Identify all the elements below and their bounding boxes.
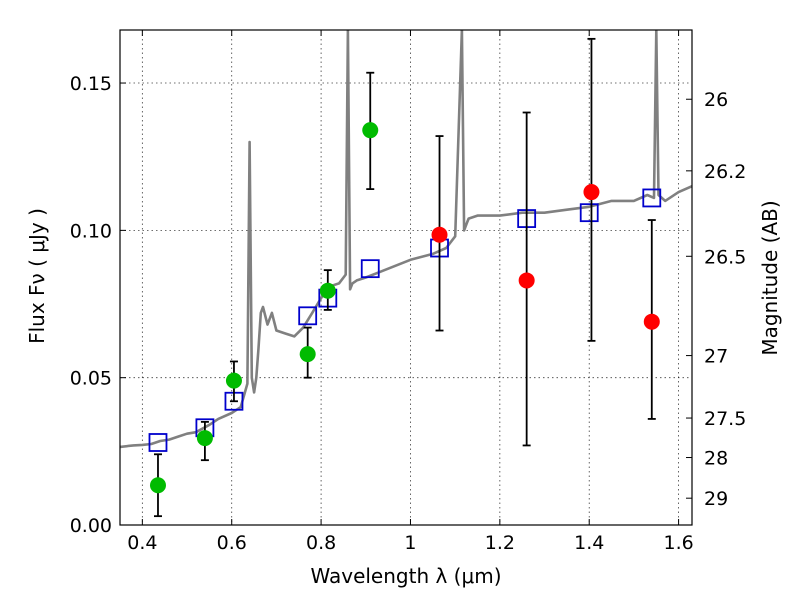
right-tick-label: 26.5 <box>704 246 746 268</box>
y-tick-label: 0.10 <box>70 220 112 242</box>
right-tick-label: 29 <box>704 488 728 510</box>
flux-point <box>362 122 379 139</box>
plot-frame <box>119 29 693 526</box>
right-tick-label: 27 <box>704 346 728 368</box>
model-photometry-square <box>148 433 168 452</box>
x-axis: 0.4 0.6 0.8 1 1.2 1.4 1.6 <box>127 30 694 554</box>
flux-point <box>583 184 600 201</box>
right-tick-label: 28 <box>704 448 728 470</box>
x-tick-label: 0.4 <box>127 532 157 554</box>
right-tick-label: 26 <box>704 89 728 111</box>
x-tick-label: 0.6 <box>217 532 247 554</box>
flux-point <box>149 477 166 494</box>
x-tick-label: 1.4 <box>574 532 604 554</box>
right-magnitude-axis: 26 26.2 26.5 27 27.5 28 29 <box>686 89 746 510</box>
right-tick-label: 27.5 <box>704 408 746 430</box>
x-tick-label: 1.6 <box>663 532 693 554</box>
x-tick-label: 0.8 <box>306 532 336 554</box>
y-tick-label: 0.15 <box>70 73 112 95</box>
model-photometry-square <box>298 306 318 326</box>
y-tick-label: 0.05 <box>70 368 112 390</box>
x-axis-label: Wavelength λ (μm) <box>310 564 501 588</box>
x-tick-label: 1.2 <box>485 532 515 554</box>
model-photometry-square <box>642 188 662 208</box>
y-axis: 0.00 0.05 0.10 0.15 <box>70 73 126 537</box>
right-axis-label: Magnitude (AB) <box>758 200 782 355</box>
right-tick-label: 26.2 <box>704 161 746 183</box>
flux-point <box>225 372 242 389</box>
flux-point <box>431 226 448 243</box>
y-axis-label: Flux Fν ( μJy ) <box>25 208 49 344</box>
x-tick-label: 1 <box>404 532 416 554</box>
model-photometry-square <box>579 203 599 223</box>
spectrum-line <box>120 30 692 449</box>
flux-point <box>196 430 213 447</box>
y-tick-label: 0.00 <box>70 515 112 537</box>
flux-point <box>299 346 316 363</box>
flux-point <box>518 272 535 289</box>
flux-point <box>643 313 660 330</box>
flux-point <box>319 282 336 299</box>
data-series <box>120 30 692 518</box>
model-photometry-square <box>360 259 380 279</box>
grid <box>120 30 692 526</box>
